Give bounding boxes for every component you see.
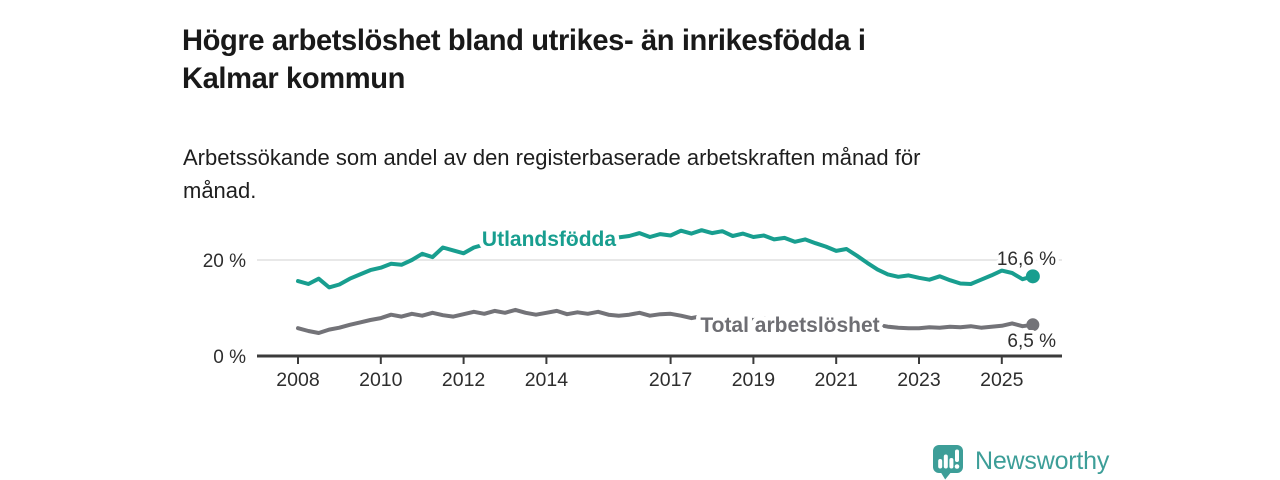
x-axis-tick-label: 2017 (649, 369, 692, 391)
series-end-dot (1026, 318, 1040, 332)
series-label-total: Total arbetslöshet (700, 314, 879, 337)
y-axis-tick-label: 0 % (213, 347, 246, 368)
x-axis-tick-label: 2019 (732, 369, 775, 391)
x-axis-tick-label: 2008 (276, 369, 319, 391)
series-label-utlandsfodda: Utlandsfödda (482, 228, 616, 251)
page-title: Högre arbetslöshet bland utrikes- än inr… (182, 22, 1016, 98)
x-axis-tick-label: 2025 (980, 369, 1024, 391)
chart-subtitle: Arbetssökande som andel av den registerb… (183, 141, 1083, 207)
chart-subtitle-line1: Arbetssökande som andel av den registerb… (183, 145, 921, 170)
bar-chart-exclamation-glyph (938, 449, 960, 469)
x-axis-tick-label: 2010 (359, 369, 403, 391)
x-axis-tick-label: 2012 (442, 369, 485, 391)
speech-bubble-shape (933, 445, 963, 480)
series-end-value-label: 6,5 % (1007, 331, 1056, 352)
newsworthy-logo-icon (933, 445, 963, 480)
y-axis-tick-label: 20 % (203, 251, 246, 272)
x-axis-tick-label: 2023 (897, 369, 940, 391)
series-line-total (296, 307, 1035, 335)
newsworthy-logo: Newsworthy (930, 442, 1109, 480)
chart-subtitle-line2: månad. (183, 178, 257, 203)
newsworthy-wordmark: Newsworthy (975, 446, 1110, 475)
page-title-line2: Kalmar kommun (182, 62, 405, 96)
series-end-value-label: 16,6 % (997, 249, 1056, 270)
x-axis-tick-label: 2014 (525, 369, 569, 391)
x-axis-tick-label: 2021 (815, 369, 858, 391)
page-title-line1: Högre arbetslöshet bland utrikes- än inr… (182, 24, 866, 58)
series-line-utlandsfodda (296, 228, 1035, 290)
series-end-dot (1025, 269, 1040, 284)
